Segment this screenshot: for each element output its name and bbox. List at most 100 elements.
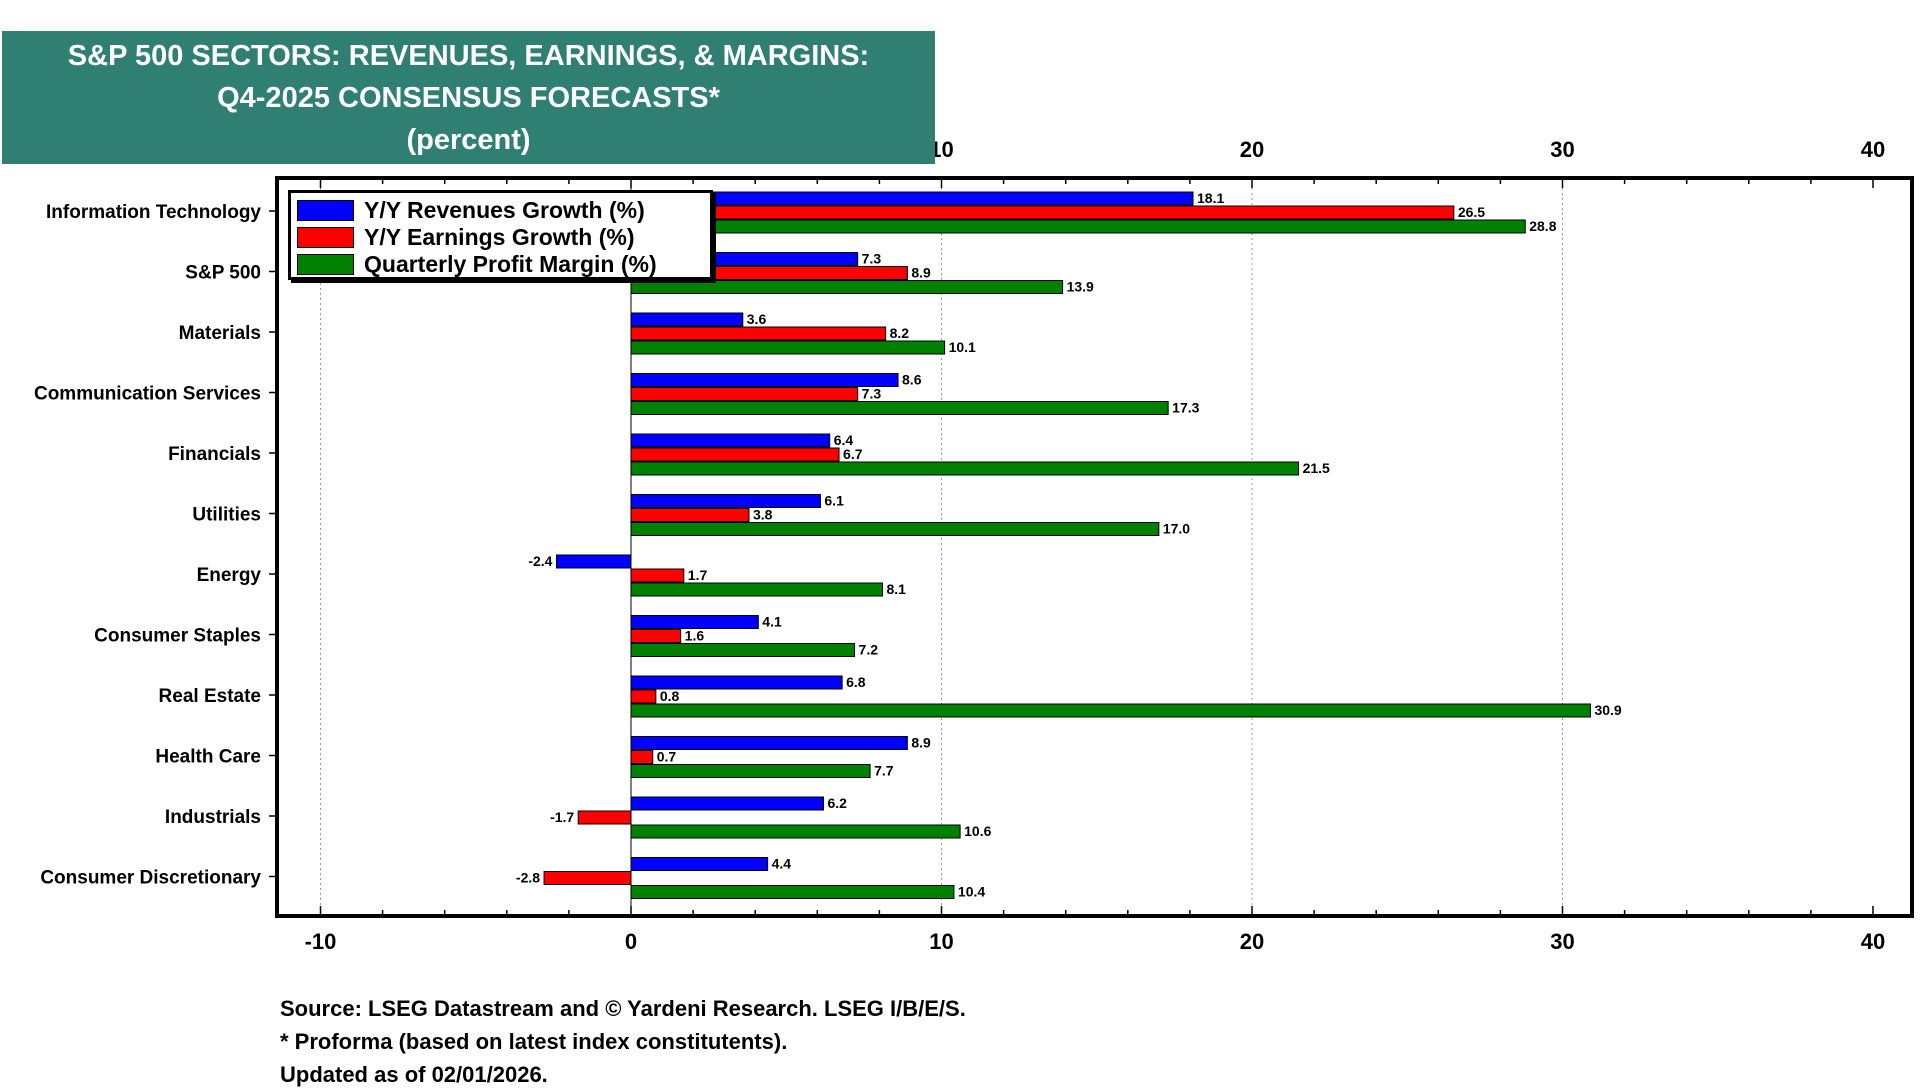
bottom-tick-label: 40 (1861, 929, 1885, 954)
footer: Source: LSEG Datastream and © Yardeni Re… (280, 992, 966, 1091)
data-label: 4.1 (762, 614, 782, 630)
bar-margin (630, 340, 946, 355)
bar-earnings (630, 750, 654, 764)
category-label: Real Estate (159, 686, 261, 707)
category-label: Industrials (165, 807, 261, 828)
category-label: Consumer Discretionary (40, 868, 261, 889)
data-label: 3.6 (747, 311, 767, 327)
data-label: 17.0 (1163, 521, 1190, 537)
top-tick-label: 20 (1240, 137, 1264, 162)
bar-margin (630, 461, 1300, 476)
legend: Y/Y Revenues Growth (%) Y/Y Earnings Gro… (288, 190, 713, 280)
bar-margin (630, 280, 1064, 294)
data-label: -2.4 (528, 553, 552, 569)
category-label: Utilities (192, 505, 261, 526)
data-label: 6.4 (834, 432, 854, 448)
bar-revenues (630, 615, 759, 629)
bar-revenues (630, 796, 825, 811)
bar-earnings (543, 871, 632, 885)
bar-margin (630, 885, 955, 899)
bar-margin (630, 219, 1526, 234)
bar-earnings (577, 810, 632, 825)
data-label: 0.7 (657, 749, 677, 765)
data-label: 26.5 (1458, 204, 1485, 220)
bar-earnings (630, 689, 657, 704)
plot-frame (275, 176, 1914, 918)
data-label: 6.2 (828, 795, 848, 811)
source-note: Source: LSEG Datastream and © Yardeni Re… (280, 996, 966, 1021)
bar-margin (630, 643, 856, 657)
data-label: 0.8 (660, 688, 680, 704)
category-label: Consumer Staples (94, 626, 261, 647)
data-label: 8.1 (887, 581, 907, 597)
data-label: 1.7 (688, 567, 708, 583)
data-label: 7.3 (862, 386, 882, 402)
bar-margin (630, 582, 884, 597)
data-label: 1.6 (685, 628, 705, 644)
legend-label: Y/Y Revenues Growth (%) (364, 197, 645, 223)
data-label: 10.1 (949, 339, 976, 355)
bar-revenues (630, 494, 821, 508)
legend-item-earnings: Y/Y Earnings Growth (%) (297, 224, 704, 251)
title-line-2: Q4-2025 CONSENSUS FORECASTS* (217, 82, 720, 114)
bar-revenues (630, 312, 744, 327)
bar-margin (630, 764, 871, 778)
bar-earnings (630, 387, 859, 401)
bottom-tick-label: 10 (929, 929, 953, 954)
data-label: 21.5 (1303, 460, 1330, 476)
title-line-1: S&P 500 SECTORS: REVENUES, EARNINGS, & M… (67, 40, 870, 72)
bottom-tick-label: 30 (1550, 929, 1574, 954)
category-label: Financials (168, 444, 261, 465)
bar-revenues (630, 675, 843, 690)
category-label: Information Technology (46, 202, 261, 223)
data-label: 7.2 (859, 642, 879, 658)
top-tick-label: 30 (1550, 137, 1574, 162)
data-label: 6.1 (824, 493, 844, 509)
legend-item-margin: Quarterly Profit Margin (%) (297, 251, 704, 278)
data-label: 7.7 (874, 763, 894, 779)
data-label: 30.9 (1594, 702, 1621, 718)
bar-margin (630, 824, 961, 839)
chart-title: S&P 500 SECTORS: REVENUES, EARNINGS, & M… (2, 31, 935, 164)
bottom-tick-label: 20 (1240, 929, 1264, 954)
proforma-note: * Proforma (based on latest index consti… (280, 1029, 788, 1054)
bar-revenues (555, 554, 632, 569)
bar-revenues (630, 433, 831, 448)
bar-earnings (630, 508, 750, 522)
data-label: 8.9 (911, 735, 931, 751)
data-label: 4.4 (772, 856, 792, 872)
data-label: 10.4 (958, 884, 985, 900)
data-label: -2.8 (516, 870, 540, 886)
bar-margin (630, 522, 1160, 536)
legend-swatch (297, 200, 354, 221)
data-label: 3.8 (753, 507, 773, 523)
bottom-tick-label: 0 (625, 929, 637, 954)
legend-label: Y/Y Earnings Growth (%) (364, 224, 635, 250)
data-label: 8.9 (911, 265, 931, 281)
bar-revenues (630, 857, 769, 871)
bar-earnings (630, 447, 840, 462)
bar-revenues (630, 736, 908, 750)
data-label: 8.2 (890, 325, 910, 341)
bar-revenues (630, 191, 1194, 206)
data-label: 13.9 (1067, 279, 1094, 295)
legend-label: Quarterly Profit Margin (%) (364, 251, 657, 277)
legend-item-revenues: Y/Y Revenues Growth (%) (297, 197, 704, 224)
bar-margin (630, 401, 1169, 415)
legend-swatch (297, 254, 354, 275)
category-label: Materials (179, 323, 261, 344)
bar-revenues (630, 373, 899, 387)
bar-margin (630, 703, 1591, 718)
category-label: S&P 500 (185, 263, 261, 284)
category-label: Energy (197, 565, 262, 586)
bottom-tick-label: -10 (305, 929, 337, 954)
data-label: 28.8 (1529, 218, 1556, 234)
data-label: -1.7 (550, 809, 574, 825)
top-tick-label: 40 (1861, 137, 1885, 162)
data-label: 7.3 (862, 251, 882, 267)
bar-earnings (630, 568, 685, 583)
legend-swatch (297, 227, 354, 248)
data-label: 6.8 (846, 674, 866, 690)
title-line-3: (percent) (406, 124, 531, 156)
